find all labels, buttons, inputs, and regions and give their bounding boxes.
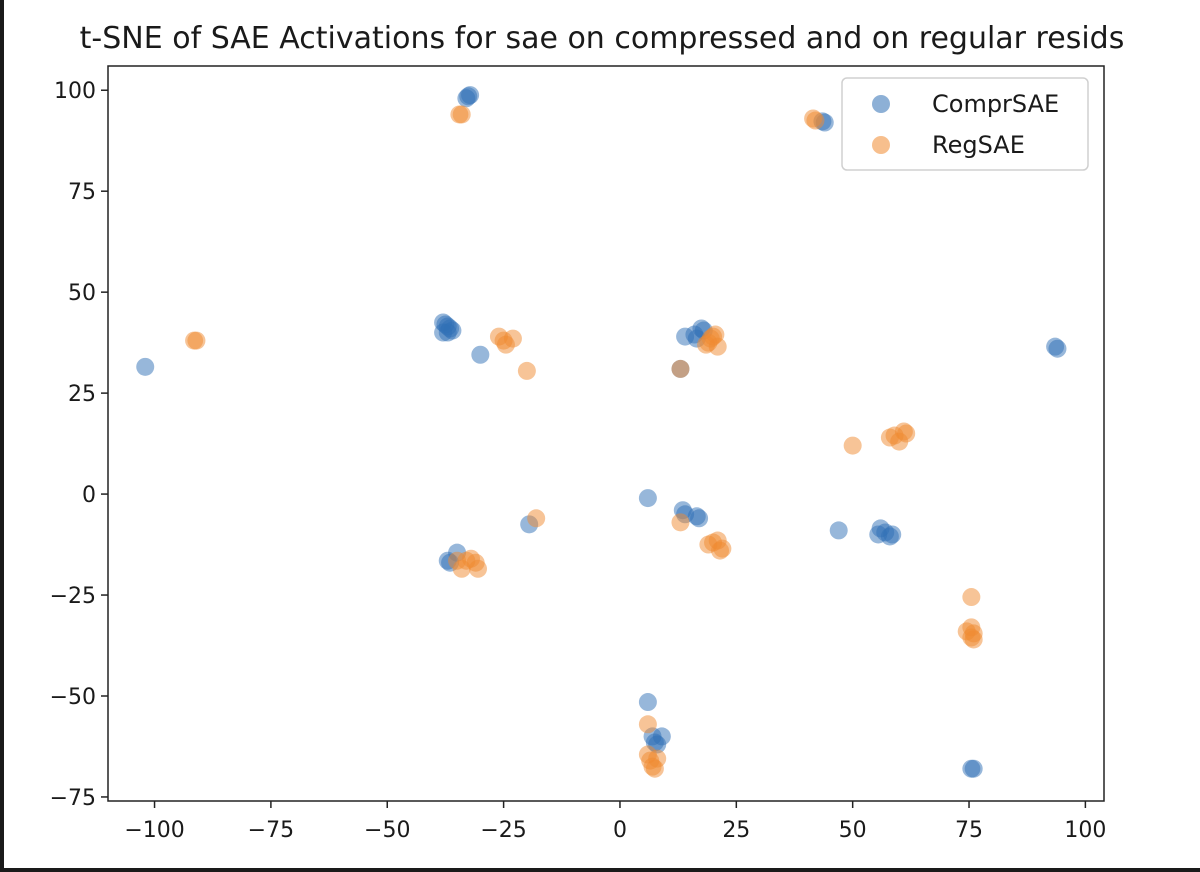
x-tick-label: −100 bbox=[124, 818, 184, 843]
point-regsae bbox=[503, 329, 522, 348]
point-comprsae bbox=[1048, 339, 1067, 358]
point-regsae bbox=[648, 749, 667, 768]
y-tick-label: −75 bbox=[50, 786, 96, 811]
y-tick-label: 100 bbox=[54, 79, 96, 104]
x-tick-label: 100 bbox=[1064, 818, 1106, 843]
y-tick-label: 50 bbox=[68, 281, 96, 306]
point-regsae bbox=[517, 361, 536, 380]
x-tick-label: −75 bbox=[248, 818, 294, 843]
point-comprsae bbox=[471, 345, 490, 364]
point-regsae bbox=[713, 539, 732, 558]
point-regsae bbox=[671, 359, 690, 378]
point-comprsae bbox=[964, 759, 983, 778]
point-regsae bbox=[964, 630, 983, 649]
x-axis: −100 −75 −50 −25 0 25 50 75 100 bbox=[124, 801, 1106, 843]
legend-marker-comprsae bbox=[872, 95, 890, 113]
point-regsae bbox=[469, 559, 488, 578]
legend-label-regsae: RegSAE bbox=[932, 131, 1025, 159]
point-regsae bbox=[701, 329, 720, 348]
point-regsae bbox=[527, 509, 546, 528]
point-comprsae bbox=[690, 509, 709, 528]
x-tick-label: 0 bbox=[613, 818, 627, 843]
figure-canvas: t-SNE of SAE Activations for sae on comp… bbox=[4, 0, 1200, 868]
point-regsae bbox=[450, 105, 469, 124]
y-tick-label: 25 bbox=[68, 382, 96, 407]
y-axis: −75 −50 −25 0 25 50 75 100 bbox=[50, 79, 108, 811]
point-regsae bbox=[806, 111, 825, 130]
point-comprsae bbox=[829, 521, 848, 540]
x-tick-label: 75 bbox=[955, 818, 983, 843]
point-comprsae bbox=[461, 86, 480, 105]
legend-marker-regsae bbox=[872, 136, 890, 154]
point-comprsae bbox=[434, 323, 453, 342]
legend: ComprSAE RegSAE bbox=[841, 77, 1089, 171]
y-tick-label: −50 bbox=[50, 685, 96, 710]
y-tick-label: 75 bbox=[68, 180, 96, 205]
x-tick-label: −25 bbox=[480, 818, 526, 843]
point-regsae bbox=[843, 436, 862, 455]
scatter-points bbox=[136, 86, 1067, 778]
x-tick-label: 25 bbox=[722, 818, 750, 843]
point-regsae bbox=[187, 331, 206, 350]
point-regsae bbox=[638, 715, 657, 734]
point-comprsae bbox=[136, 357, 155, 376]
chart-title: t-SNE of SAE Activations for sae on comp… bbox=[80, 21, 1125, 56]
x-tick-label: 50 bbox=[839, 818, 867, 843]
point-comprsae bbox=[883, 525, 902, 544]
y-tick-label: −25 bbox=[50, 584, 96, 609]
point-regsae bbox=[962, 588, 981, 607]
scatter-chart: t-SNE of SAE Activations for sae on comp… bbox=[50, 21, 1125, 843]
legend-box bbox=[841, 77, 1089, 171]
point-comprsae bbox=[638, 693, 657, 712]
y-tick-label: 0 bbox=[82, 483, 96, 508]
point-regsae bbox=[671, 513, 690, 532]
plot-area bbox=[107, 65, 1105, 802]
point-comprsae bbox=[638, 489, 657, 508]
legend-label-comprsae: ComprSAE bbox=[932, 90, 1059, 118]
point-regsae bbox=[897, 424, 916, 443]
x-tick-label: −50 bbox=[364, 818, 410, 843]
